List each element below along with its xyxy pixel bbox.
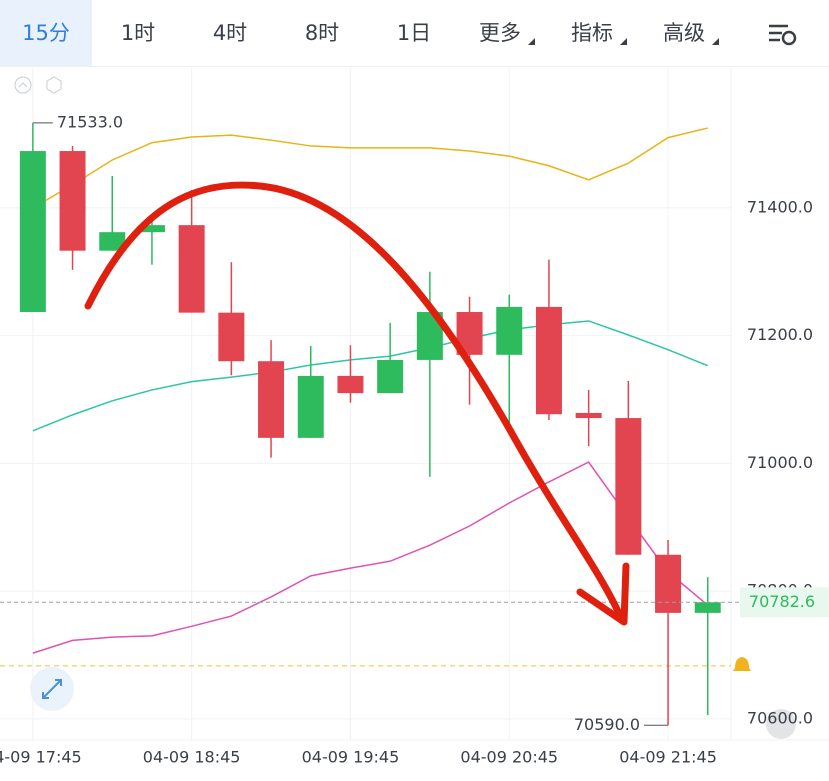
y-tick-label: 71200.0 bbox=[747, 325, 813, 344]
tab[interactable]: 更多 bbox=[479, 21, 521, 45]
candle-body bbox=[218, 312, 245, 362]
tab[interactable]: 高级 bbox=[663, 21, 705, 45]
tab[interactable]: 15分 bbox=[0, 0, 92, 66]
candle-body bbox=[694, 602, 721, 613]
candle-body bbox=[535, 306, 562, 415]
tab-bar: 15分 1时 4时 8时 1日 更多 指标 高级 bbox=[0, 0, 829, 67]
high-label: 71533.0 bbox=[57, 112, 123, 131]
x-tick-label: 04-09 17:45 bbox=[0, 748, 82, 767]
y-tick-label: 71400.0 bbox=[747, 197, 813, 216]
low-label: 70590.0 bbox=[574, 715, 640, 734]
plot: 70600.070800.071000.071200.071400.004-09… bbox=[0, 68, 813, 767]
collapse-icon[interactable] bbox=[14, 76, 32, 94]
x-tick-label: 04-09 21:45 bbox=[619, 748, 717, 767]
y-tick-label: 71000.0 bbox=[747, 453, 813, 472]
candle-body bbox=[496, 306, 523, 355]
dropdown-caret bbox=[620, 38, 627, 45]
x-tick-label: 04-09 19:45 bbox=[302, 748, 400, 767]
indicator-line bbox=[32, 320, 709, 432]
candle-body bbox=[178, 225, 205, 313]
x-tick-label: 04-09 20:45 bbox=[460, 748, 558, 767]
tab[interactable]: 指标 bbox=[571, 21, 613, 45]
candle-body bbox=[59, 151, 86, 251]
candle-body bbox=[615, 418, 642, 555]
candle-body bbox=[337, 375, 364, 394]
dropdown-caret bbox=[712, 38, 719, 45]
annotation-arrow bbox=[84, 181, 626, 624]
y-tick-label: 70600.0 bbox=[747, 708, 813, 727]
tab[interactable]: 4时 bbox=[212, 21, 248, 45]
candle-body bbox=[655, 554, 682, 613]
candle-body bbox=[99, 232, 126, 251]
watermark bbox=[766, 709, 796, 739]
tab[interactable]: 1日 bbox=[396, 21, 432, 45]
candle-body bbox=[575, 412, 602, 419]
candle-body bbox=[258, 361, 285, 438]
settings-hex-icon[interactable] bbox=[46, 76, 62, 94]
settings-icon[interactable] bbox=[766, 20, 798, 48]
collapse-icon bbox=[18, 82, 28, 88]
annotation-arrowhead bbox=[576, 562, 630, 626]
tab[interactable]: 8时 bbox=[304, 21, 340, 45]
indicator-line bbox=[32, 461, 709, 654]
last-price-tag bbox=[740, 587, 829, 618]
expand-icon bbox=[42, 679, 62, 699]
candle-body bbox=[297, 375, 324, 438]
tab[interactable]: 1时 bbox=[120, 21, 156, 45]
x-tick-label: 04-09 18:45 bbox=[143, 748, 241, 767]
alert-bell[interactable] bbox=[733, 657, 751, 671]
last-price-label: 70782.6 bbox=[749, 592, 815, 611]
candle-body bbox=[138, 225, 165, 233]
indicator-line bbox=[32, 127, 708, 209]
dropdown-caret bbox=[528, 38, 535, 45]
candle-body bbox=[377, 359, 404, 394]
candle-body bbox=[19, 151, 46, 313]
